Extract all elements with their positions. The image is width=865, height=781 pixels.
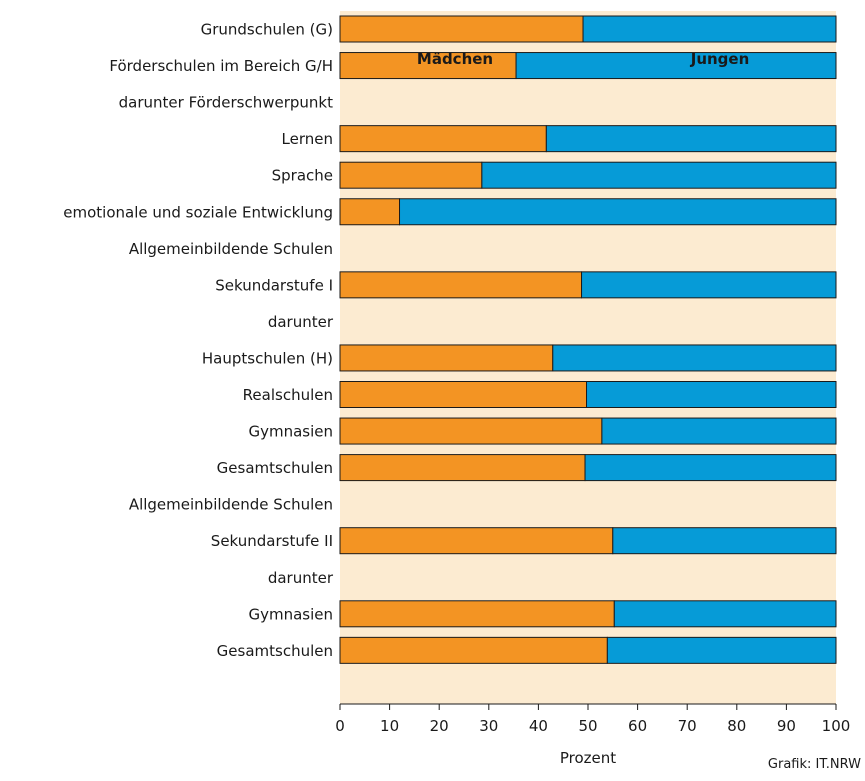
bar-segment-maedchen [339,344,554,372]
x-tick-label: 0 [335,717,345,735]
x-axis-title: Prozent [560,749,616,767]
x-tick-label: 20 [430,717,449,735]
bar-segment-maedchen [339,636,608,664]
bar-segment-jungen [606,636,837,664]
x-tick-label: 60 [628,717,647,735]
bar-segment-jungen [601,417,837,445]
category-label: Förderschulen im Bereich G/H [109,57,333,75]
bar-segment-maedchen [339,381,588,408]
category-label: darunter [268,313,334,331]
bar-segment-maedchen [339,271,583,299]
x-tick-label: 70 [678,717,697,735]
x-tick-label: 30 [479,717,498,735]
credit-text: Grafik: IT.NRW [767,757,861,772]
x-tick-label: 90 [777,717,796,735]
bar-segment-maedchen [339,198,401,226]
bar-segment-jungen [586,381,837,408]
category-label: emotionale und soziale Entwicklung [63,203,333,221]
x-tick-label: 10 [380,717,399,735]
bar-segment-maedchen [339,600,615,628]
bar-segment-jungen [581,271,837,299]
bar-segment-jungen [584,454,837,482]
bar-segment-maedchen [339,161,483,189]
legend-label-jungen: Jungen [690,50,750,68]
category-label: Gesamtschulen [217,642,333,660]
category-label: Sekundarstufe II [211,532,333,550]
x-tick-label: 100 [822,717,851,735]
bar-segment-maedchen [339,527,614,555]
category-label: darunter Förderschwerpunkt [119,94,333,112]
category-label: Gymnasien [248,605,333,623]
legend: Mädchen Jungen [417,50,749,68]
category-label: Gesamtschulen [217,459,333,477]
bar-segment-jungen [481,161,837,189]
bar-segment-maedchen [339,52,517,80]
x-tick-label: 50 [578,717,597,735]
category-label: Realschulen [243,386,333,404]
x-axis: 0 10 20 30 40 50 60 70 80 90 100 [335,703,851,735]
bar-segment-jungen [613,600,837,628]
bar-segment-jungen [582,15,837,43]
bar-segment-jungen [545,125,837,153]
bar-segment-jungen [399,198,837,226]
bar-segment-maedchen [339,15,584,43]
bar-segment-maedchen [339,125,547,153]
bar-segment-maedchen [339,454,586,482]
legend-label-maedchen: Mädchen [417,50,493,68]
bar-segment-maedchen [339,417,603,445]
category-label: Allgemeinbildende Schulen [129,240,333,258]
category-label: Gymnasien [248,423,333,441]
category-label: Sprache [272,167,333,185]
category-label: Lernen [282,130,333,148]
category-label: Sekundarstufe I [215,276,333,294]
x-tick-label: 80 [727,717,746,735]
x-tick-label: 40 [529,717,548,735]
category-labels: Grundschulen (G) Förderschulen im Bereich… [63,21,334,660]
category-label: darunter [268,569,334,587]
category-label: Grundschulen (G) [201,21,333,39]
bar-segment-jungen [552,344,837,372]
category-label: Allgemeinbildende Schulen [129,496,333,514]
category-label: Hauptschulen (H) [202,349,333,367]
bar-segment-jungen [515,52,837,80]
bar-segment-jungen [612,527,837,555]
bars [339,15,837,664]
